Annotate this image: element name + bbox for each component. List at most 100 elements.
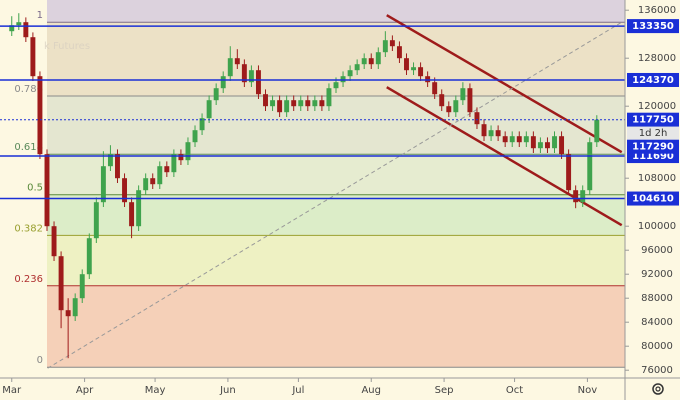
- candle-body: [93, 202, 99, 239]
- candle-body: [326, 88, 332, 107]
- candle-body: [523, 136, 529, 143]
- settings-icon[interactable]: [652, 383, 664, 395]
- candle-body: [537, 142, 543, 149]
- candle-body: [566, 154, 572, 191]
- trend-line: [386, 14, 623, 154]
- candle-body: [23, 22, 29, 38]
- candle-body: [559, 136, 565, 155]
- x-tick-label: May: [145, 385, 166, 396]
- fib-label: 0.618: [14, 142, 43, 153]
- x-tick-label: Jun: [219, 385, 236, 396]
- candle-body: [234, 58, 240, 65]
- prev-price-box: [627, 139, 679, 154]
- candle-body: [495, 130, 501, 137]
- candle-body: [319, 100, 325, 107]
- candle-body: [305, 100, 311, 107]
- candle-body: [171, 154, 177, 173]
- fib-band: [46, 235, 625, 286]
- candle-body: [446, 106, 452, 113]
- candle-body: [79, 274, 85, 299]
- candle-body: [481, 124, 487, 137]
- candle-body: [277, 100, 283, 113]
- candle-body: [220, 76, 226, 89]
- candle-body: [474, 112, 480, 125]
- fib-band: [46, 96, 625, 155]
- candle-body: [86, 238, 92, 275]
- fib-label: 0.786: [14, 84, 43, 95]
- candle-body: [552, 136, 557, 149]
- candle-body: [248, 70, 254, 83]
- candle-body: [298, 100, 304, 107]
- candle-body: [516, 136, 522, 143]
- candle-body: [263, 94, 268, 107]
- candle-body: [72, 298, 78, 317]
- y-tick-label: 84000: [641, 317, 673, 328]
- candle-body: [65, 310, 71, 317]
- countdown-box: [627, 126, 679, 140]
- candle-body: [199, 118, 205, 131]
- candle-body: [9, 25, 15, 32]
- candle-body: [347, 70, 353, 77]
- candle-body: [107, 154, 113, 167]
- candle-body: [594, 119, 600, 143]
- candle-body: [544, 142, 550, 149]
- candle-body: [453, 100, 459, 113]
- level-label: 104610: [632, 194, 674, 205]
- candle-body: [129, 202, 135, 227]
- fib-band: [46, 0, 625, 23]
- candle-body: [143, 178, 149, 191]
- fib-band: [46, 154, 625, 195]
- level-label: 124370: [632, 75, 674, 86]
- candle-body: [291, 100, 297, 107]
- level-label: 133350: [632, 21, 674, 32]
- candle-body: [368, 58, 374, 65]
- fib-band: [46, 194, 625, 236]
- fib-label: 0.382: [14, 223, 43, 234]
- candle-body: [312, 100, 318, 107]
- y-tick-label: 128000: [638, 53, 676, 64]
- y-tick-label: 76000: [641, 365, 673, 376]
- candle-body: [178, 154, 184, 161]
- level-label: 111690: [632, 151, 674, 162]
- candle-body: [425, 76, 431, 83]
- candle-body: [37, 76, 43, 155]
- y-tick-label: 120000: [638, 101, 676, 112]
- candle-body: [150, 178, 156, 185]
- candle-body: [354, 64, 360, 71]
- candle-body: [432, 82, 438, 95]
- candle-body: [227, 58, 233, 77]
- candle-body: [255, 70, 261, 95]
- candle-body: [467, 88, 473, 113]
- candle-body: [30, 37, 36, 77]
- level-label-box: [627, 191, 679, 206]
- candle-body: [375, 52, 381, 65]
- y-tick-label: 92000: [641, 269, 673, 280]
- fib-label: 0.236: [14, 274, 43, 285]
- candle-body: [136, 190, 142, 227]
- x-tick-label: Mar: [2, 385, 22, 396]
- y-tick-label: 108000: [638, 173, 676, 184]
- last-price-label: 117750: [632, 115, 674, 126]
- candle-body: [164, 166, 170, 173]
- x-tick-label: Jul: [291, 385, 304, 396]
- candle-body: [284, 100, 290, 113]
- candle-body: [460, 88, 466, 101]
- x-tick-label: Aug: [361, 385, 381, 396]
- fib-label: 1: [37, 10, 43, 21]
- y-tick-label: 96000: [641, 245, 673, 256]
- x-tick-label: Sep: [435, 385, 454, 396]
- countdown: 1d 2h: [639, 128, 668, 139]
- y-tick-label: 88000: [641, 293, 673, 304]
- candle-body: [185, 142, 191, 161]
- candle-body: [580, 190, 586, 203]
- candle-body: [122, 178, 127, 203]
- candle-body: [396, 46, 402, 59]
- time-axis: [0, 378, 680, 400]
- x-tick-label: Oct: [506, 385, 523, 396]
- candle-body: [58, 256, 64, 311]
- candle-body: [340, 76, 346, 83]
- candle-body: [192, 130, 198, 143]
- last-price-box: [627, 112, 679, 127]
- candle-body: [389, 40, 395, 47]
